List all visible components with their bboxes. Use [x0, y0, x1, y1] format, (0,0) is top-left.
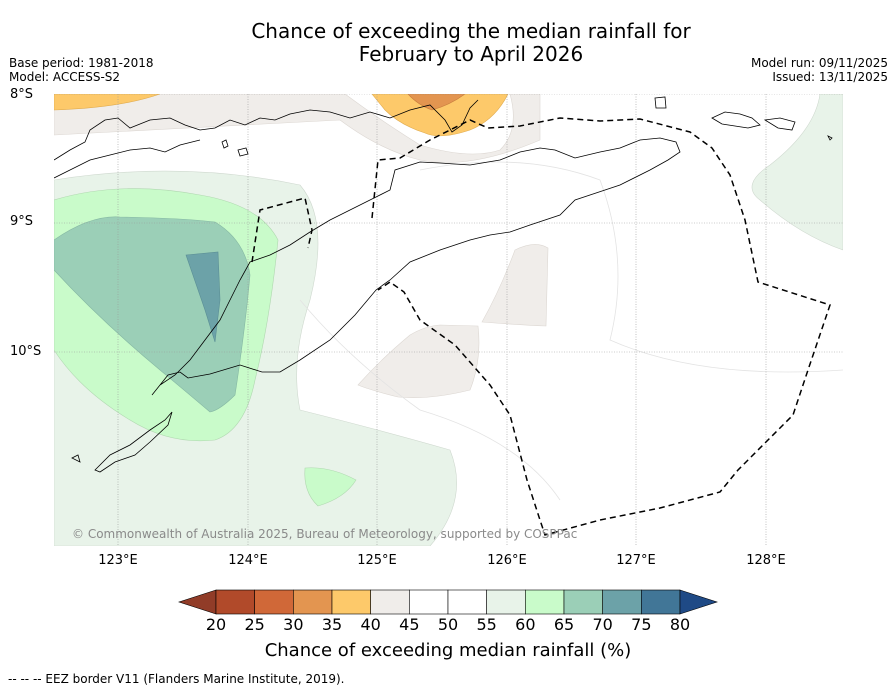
gridlines — [54, 94, 843, 546]
eez-border-note: -- -- -- EEZ border V11 (Flanders Marine… — [8, 672, 345, 686]
title-line-1: Chance of exceeding the median rainfall … — [251, 19, 691, 43]
model-run: Model run: 09/11/2025 — [750, 56, 888, 70]
colorbar — [178, 589, 718, 615]
region-70-75 — [185, 251, 221, 343]
lat-label-9s: 9°S — [10, 214, 34, 229]
copyright-notice: © Commonwealth of Australia 2025, Bureau… — [72, 527, 578, 541]
meta-left: Base period: 1981-2018 Model: ACCESS-S2 — [9, 56, 154, 84]
colorbar-tick-label: 55 — [476, 615, 497, 634]
lon-label-123e: 123°E — [98, 553, 138, 568]
colorbar-tick-label: 20 — [205, 615, 227, 634]
colorbar-segment — [447, 589, 487, 615]
region-40-45-mid — [481, 244, 549, 327]
map-title: Chance of exceeding the median rainfall … — [0, 20, 896, 66]
region-55-60-ne — [751, 94, 843, 251]
lon-label-128e: 128°E — [746, 553, 786, 568]
lon-label-126e: 126°E — [487, 553, 527, 568]
contour-line — [419, 161, 843, 373]
colorbar-tick-label: 65 — [553, 615, 575, 634]
colorbar-tick-label: 80 — [669, 615, 691, 634]
colorbar-segment — [602, 589, 642, 615]
colorbar-over-arrow — [679, 589, 718, 615]
lat-label-10s: 10°S — [10, 344, 42, 359]
base-period: Base period: 1981-2018 — [9, 56, 154, 70]
colorbar-segment — [641, 589, 681, 615]
colorbar-tick-label: 30 — [283, 615, 304, 634]
region-40-45-low — [357, 324, 480, 398]
colorbar-segment — [486, 589, 526, 615]
lat-label-8s: 8°S — [10, 87, 34, 102]
lon-label-125e: 125°E — [357, 553, 397, 568]
region-40-45-top — [54, 94, 541, 163]
colorbar-segment — [293, 589, 333, 615]
region-30-35-top — [407, 94, 466, 111]
model-name: Model: ACCESS-S2 — [9, 70, 121, 84]
colorbar-segment — [215, 589, 255, 615]
lon-label-124e: 124°E — [228, 553, 268, 568]
colorbar-segment — [525, 589, 565, 615]
region-60-65-patch — [304, 467, 357, 507]
colorbar-under-arrow — [178, 589, 217, 615]
contour-line — [299, 299, 561, 501]
colorbar-tick-label: 75 — [631, 615, 652, 634]
colorbar-segment — [254, 589, 294, 615]
meta-right: Model run: 09/11/2025 Issued: 13/11/2025 — [751, 56, 888, 84]
title-line-2: February to April 2026 — [358, 42, 584, 66]
colorbar-tick-label: 25 — [244, 615, 265, 634]
colorbar-segment — [370, 589, 410, 615]
colorbar-segment — [409, 589, 449, 615]
lon-label-127e: 127°E — [616, 553, 656, 568]
colorbar-segment — [331, 589, 371, 615]
colorbar-segment — [563, 589, 603, 615]
issued-date: Issued: 13/11/2025 — [772, 70, 888, 84]
colorbar-tick-label: 35 — [321, 615, 343, 634]
colorbar-tick-label: 60 — [515, 615, 536, 634]
region-35-40-left — [54, 94, 161, 111]
eez-border — [251, 117, 831, 536]
colorbar-title: Chance of exceeding median rainfall (%) — [264, 640, 632, 661]
colorbar-tick-label: 40 — [360, 615, 381, 634]
colorbar-tick-label: 50 — [437, 615, 459, 634]
colorbar-tick-label: 70 — [592, 615, 613, 634]
colorbar-tick-label: 45 — [399, 615, 420, 634]
coastlines — [54, 96, 833, 473]
